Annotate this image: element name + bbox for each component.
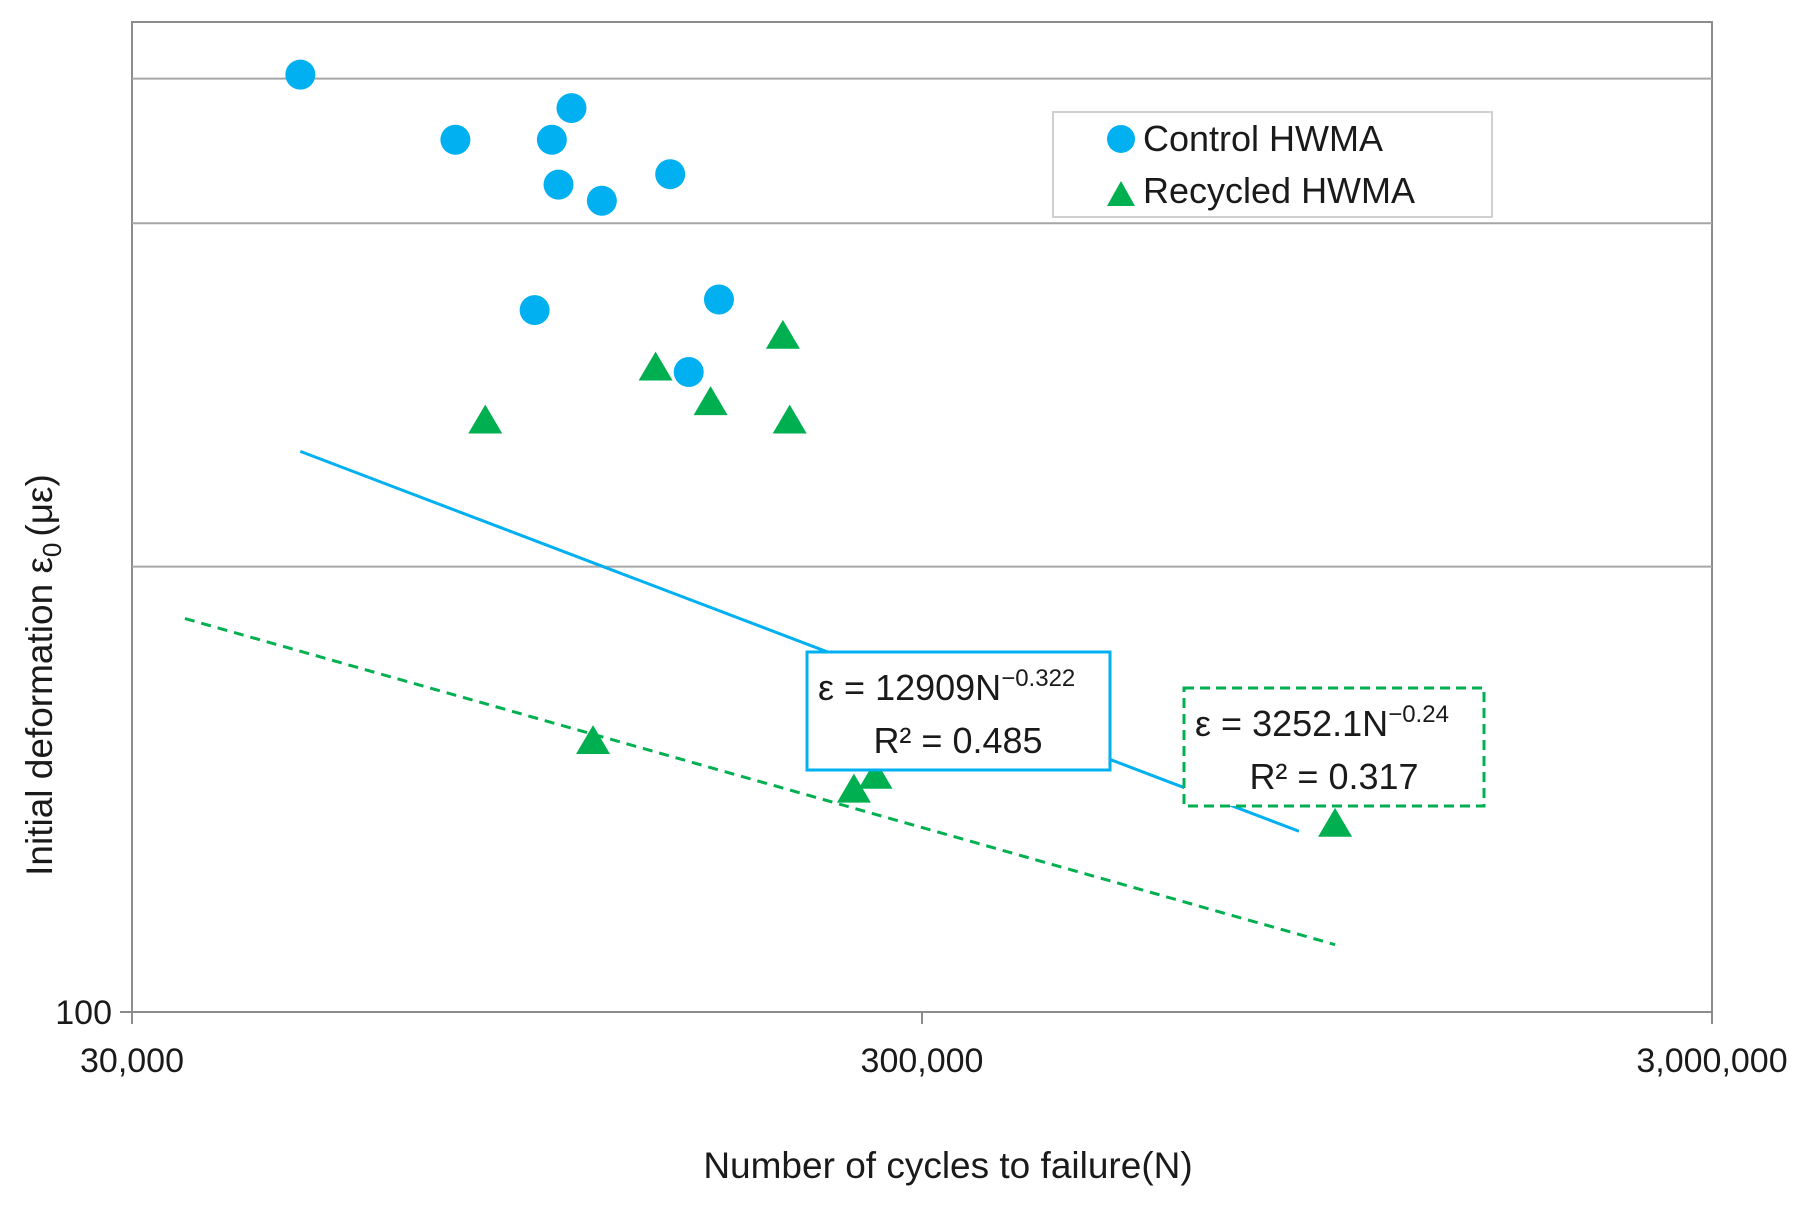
- point-control-hwma: [536, 124, 567, 155]
- point-control-hwma: [673, 356, 704, 387]
- y-gridlines: [132, 77, 1712, 568]
- r2-recycled: R² = 0.317: [1249, 756, 1418, 797]
- point-control-hwma: [586, 185, 617, 216]
- point-recycled-hwma: [693, 386, 728, 416]
- x-tick-label: 300,000: [861, 1042, 984, 1080]
- point-control-hwma: [655, 159, 686, 190]
- point-control-hwma: [703, 284, 734, 315]
- point-control-hwma: [285, 59, 316, 90]
- point-control-hwma: [543, 169, 574, 200]
- equation-box-recycled-frame: [1182, 686, 1486, 808]
- x-tick-label: 3,000,000: [1636, 1042, 1787, 1080]
- legend-control-marker: [1107, 125, 1135, 153]
- x-tick-label: 30,000: [80, 1042, 184, 1080]
- equation-box-control-frame: [805, 650, 1112, 772]
- point-recycled-hwma: [576, 725, 611, 755]
- point-recycled-hwma: [638, 351, 673, 381]
- y-axis-title: Initial deformation ε0 (με): [19, 474, 67, 876]
- point-control-hwma: [519, 295, 550, 326]
- point-recycled-hwma: [1318, 807, 1353, 837]
- equation-recycled-base: ε = 3252.1N: [1195, 703, 1388, 744]
- point-recycled-hwma: [836, 773, 871, 803]
- r2-control: R² = 0.485: [873, 720, 1042, 761]
- point-recycled-hwma: [858, 759, 893, 789]
- equation-control-exponent: −0.322: [1001, 665, 1075, 692]
- point-recycled-hwma: [765, 319, 800, 349]
- legend-recycled-label: Recycled HWMA: [1143, 170, 1415, 211]
- legend: Control HWMA Recycled HWMA: [1052, 111, 1493, 218]
- y-axis-title-subscript: 0: [37, 543, 67, 557]
- equation-control: ε = 12909N−0.322: [818, 665, 1075, 708]
- x-axis-title: Number of cycles to failure(N): [703, 1145, 1192, 1186]
- legend-control-label: Control HWMA: [1143, 118, 1383, 159]
- y-axis-title-main: Initial deformation ε: [19, 557, 60, 876]
- equation-recycled: ε = 3252.1N−0.24: [1195, 701, 1449, 744]
- equation-recycled-exponent: −0.24: [1388, 701, 1449, 728]
- trendline-recycled: [184, 617, 1336, 947]
- point-control-hwma: [556, 93, 587, 124]
- legend-recycled-marker: [1107, 181, 1135, 206]
- trendline-control: [299, 449, 1300, 833]
- point-control-hwma: [440, 124, 471, 155]
- equation-control-base: ε = 12909N: [818, 667, 1001, 708]
- point-recycled-hwma: [468, 404, 503, 434]
- y-axis-title-unit: (με): [19, 474, 60, 536]
- y-tick-label: 100: [55, 994, 112, 1032]
- data-markers: [285, 59, 1353, 837]
- equation-box-control: ε = 12909N−0.322 R² = 0.485: [805, 650, 1112, 772]
- point-recycled-hwma: [772, 404, 807, 434]
- axis-ticks: 30,000 300,000 3,000,000 100: [55, 994, 1787, 1080]
- equation-box-recycled: ε = 3252.1N−0.24 R² = 0.317: [1182, 686, 1486, 808]
- trendlines: [184, 449, 1336, 947]
